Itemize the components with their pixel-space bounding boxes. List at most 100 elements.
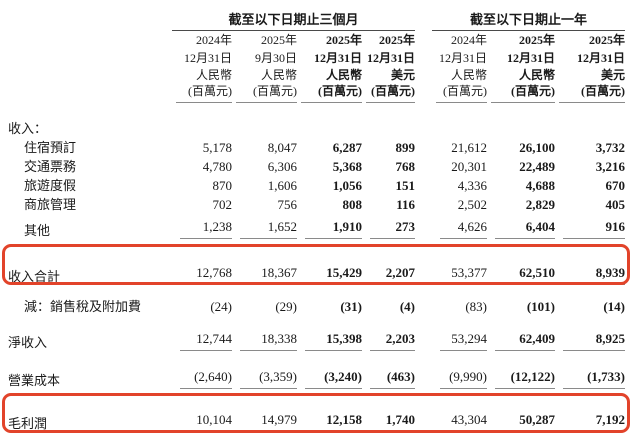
cell-value: 2,203 — [370, 331, 415, 351]
column-header-cell: (百萬元) — [232, 82, 297, 103]
table-cell: 702 — [172, 194, 233, 213]
cell-value: 2,829 — [525, 197, 555, 212]
table-cell — [487, 103, 555, 137]
cell-value: 15,429 — [305, 265, 362, 285]
table-cell: 2,829 — [487, 194, 555, 213]
table-cell: 53,377 — [432, 239, 487, 285]
cell-value: 53,294 — [440, 331, 487, 351]
column-header-text: (百萬元) — [176, 85, 232, 103]
cell-value: 10,104 — [180, 412, 232, 432]
row-label: 營業成本 — [8, 373, 61, 388]
row-label: 住宿預訂 — [24, 140, 77, 155]
column-header-cell: 人民幣 — [172, 65, 232, 82]
table-cell — [232, 103, 297, 137]
cell-value: 4,688 — [525, 178, 555, 193]
cell-value: 2,502 — [457, 197, 487, 212]
column-header-cell: 2024年 — [172, 30, 232, 47]
cell-value: 43,304 — [440, 412, 487, 432]
table-cell: 18,367 — [232, 239, 297, 285]
cell-value: 3,216 — [595, 159, 625, 174]
column-header-cell: (百萬元) — [555, 82, 625, 103]
cell-value: 12,768 — [180, 265, 232, 285]
table-row: 住宿預訂 5,178 8,047 6,287 899 21,612 26,100 3,732 — [8, 137, 625, 156]
cell-value: 1,910 — [305, 219, 362, 239]
column-gap — [415, 315, 432, 351]
column-header-cell: (百萬元) — [362, 82, 415, 103]
table-cell: 12,744 — [172, 315, 232, 351]
table-cell: (463) — [362, 351, 415, 389]
income-statement-table: 截至以下日期止三個月 截至以下日期止一年 2024年 2025年 2025年 2025年 2… — [8, 4, 625, 432]
table-cell: 916 — [555, 213, 625, 239]
column-header-text: 9月30日 — [254, 51, 297, 65]
column-header-text: 12月31日 — [183, 51, 232, 65]
table-cell: 1,056 — [297, 175, 362, 194]
column-header-text: 2025年 — [260, 33, 297, 47]
table-cell: 7,192 — [555, 389, 625, 432]
cell-value: 12,158 — [305, 412, 362, 432]
table-cell: 1,740 — [362, 389, 415, 432]
cell-value: 808 — [342, 197, 363, 212]
cell-value: 15,398 — [305, 331, 362, 351]
column-header-cell: 12月31日 — [487, 47, 555, 65]
column-header-text: 人民幣 — [260, 68, 297, 82]
column-header-cell: 12月31日 — [362, 47, 415, 65]
column-header-cell: 人民幣 — [297, 65, 362, 82]
column-header-cell: 9月30日 — [232, 47, 297, 65]
table-cell: (4) — [362, 285, 415, 315]
table-row: 營業成本 (2,640) (3,359) (3,240) (463) (9,990) (12… — [8, 351, 625, 389]
cell-value: 62,409 — [495, 331, 555, 351]
table-row: 毛利潤 10,104 14,979 12,158 1,740 43,304 50,287 7,… — [8, 389, 625, 432]
table-cell: 768 — [362, 156, 416, 175]
table-cell: 10,104 — [172, 389, 232, 432]
cell-value: (3,240) — [305, 369, 362, 389]
column-header-text: 2024年 — [195, 33, 232, 47]
table-cell: 15,429 — [297, 239, 362, 285]
cell-value: (9,990) — [440, 369, 487, 389]
cell-value: 1,652 — [240, 219, 297, 239]
column-header-text: 2025年 — [588, 33, 625, 47]
cell-value: 1,740 — [370, 412, 415, 432]
cell-value: 670 — [605, 178, 626, 193]
column-gap — [415, 103, 432, 137]
table-cell: (101) — [487, 285, 555, 315]
cell-value: 20,301 — [451, 159, 487, 174]
table-cell: 14,979 — [232, 389, 297, 432]
row-label: 交通票務 — [24, 159, 77, 174]
row-label: 其他 — [24, 223, 51, 238]
table-cell: (29) — [232, 285, 297, 315]
cell-value: 151 — [395, 178, 416, 193]
column-header-text: (百萬元) — [436, 85, 487, 103]
table-cell — [172, 103, 232, 137]
column-header-cell: 12月31日 — [432, 47, 487, 65]
column-header-text: 人民幣 — [195, 68, 232, 82]
row-label: 收入合計 — [8, 269, 61, 284]
table-cell: 3,732 — [555, 137, 625, 156]
column-header-cell: 12月31日 — [297, 47, 362, 65]
table-cell: 2,207 — [362, 239, 415, 285]
table-cell: 899 — [362, 137, 416, 156]
cell-value: 6,404 — [495, 219, 555, 239]
table-cell: 53,294 — [432, 315, 487, 351]
cell-value: (29) — [275, 299, 297, 314]
column-gap — [415, 194, 432, 213]
column-header-cell: 2025年 — [362, 30, 415, 47]
table-cell: 15,398 — [297, 315, 362, 351]
column-header-cell: 2025年 — [487, 30, 555, 47]
cell-value: 6,306 — [267, 159, 297, 174]
table-cell: (9,990) — [432, 351, 487, 389]
column-gap — [415, 137, 432, 156]
table-cell: 22,489 — [487, 156, 555, 175]
cell-value: 4,336 — [457, 178, 487, 193]
table-cell: 756 — [232, 194, 298, 213]
cell-value: 1,606 — [267, 178, 297, 193]
table-cell: (31) — [297, 285, 362, 315]
table-cell: (12,122) — [487, 351, 555, 389]
cell-value: 2,207 — [370, 265, 415, 285]
row-label — [8, 47, 172, 65]
table-cell: 273 — [362, 213, 415, 239]
table-cell: 6,404 — [487, 213, 555, 239]
column-header-cell: (百萬元) — [487, 82, 555, 103]
table-cell: 6,287 — [297, 137, 362, 156]
column-header-cell: (百萬元) — [172, 82, 232, 103]
